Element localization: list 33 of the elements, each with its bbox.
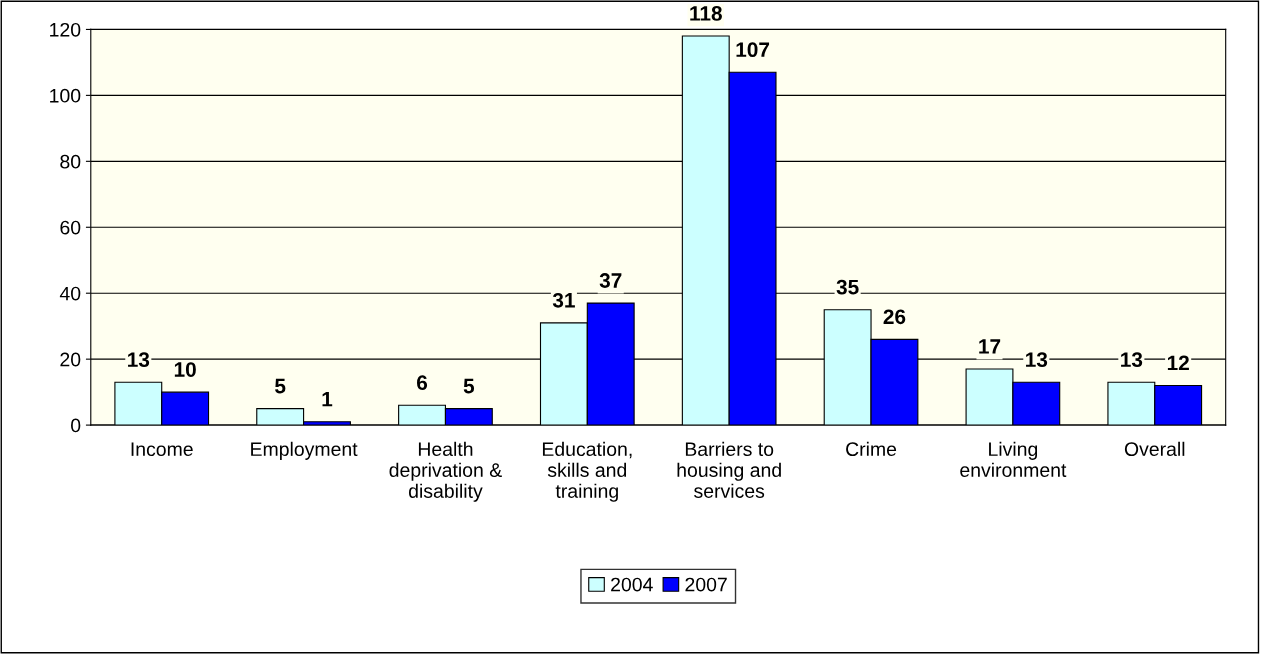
data-label: 37 bbox=[599, 273, 622, 288]
y-tick-label: 80 bbox=[60, 154, 81, 169]
legend-label: 2007 bbox=[685, 577, 727, 592]
y-tick-label: 100 bbox=[50, 88, 81, 103]
legend-label: 2004 bbox=[611, 577, 653, 592]
data-label: 10 bbox=[174, 362, 196, 377]
y-tick-label: 120 bbox=[50, 22, 81, 37]
x-tick-label: Living environment bbox=[960, 441, 1067, 477]
y-tick-label: 40 bbox=[59, 286, 81, 301]
data-label: 12 bbox=[1167, 355, 1189, 371]
data-label: 17 bbox=[979, 339, 1001, 354]
x-tick-label: Crime bbox=[846, 441, 897, 457]
data-label: 13 bbox=[1121, 352, 1143, 368]
y-tick-label: 0 bbox=[71, 418, 81, 433]
x-tick-label: Health deprivation & disability bbox=[389, 441, 502, 502]
data-label: 5 bbox=[275, 378, 286, 394]
y-tick-label: 60 bbox=[60, 220, 81, 235]
data-label: 26 bbox=[883, 309, 906, 325]
x-tick-label: Education, skills and training bbox=[542, 441, 632, 502]
data-label: 118 bbox=[690, 6, 722, 21]
x-tick-label: Income bbox=[131, 442, 193, 457]
x-tick-label: Barriers to housing and services bbox=[677, 441, 781, 498]
x-tick-label: Employment bbox=[251, 441, 358, 460]
x-tick-label: Overall bbox=[1124, 441, 1185, 457]
data-label: 5 bbox=[463, 378, 475, 394]
data-label: 6 bbox=[417, 375, 428, 391]
data-label: 107 bbox=[736, 42, 770, 58]
data-label: 35 bbox=[836, 279, 859, 295]
data-label: 1 bbox=[322, 392, 333, 407]
data-label: 13 bbox=[1026, 352, 1048, 368]
data-label: 13 bbox=[128, 352, 150, 368]
data-label: 31 bbox=[552, 292, 575, 308]
y-tick-label: 20 bbox=[60, 352, 81, 367]
